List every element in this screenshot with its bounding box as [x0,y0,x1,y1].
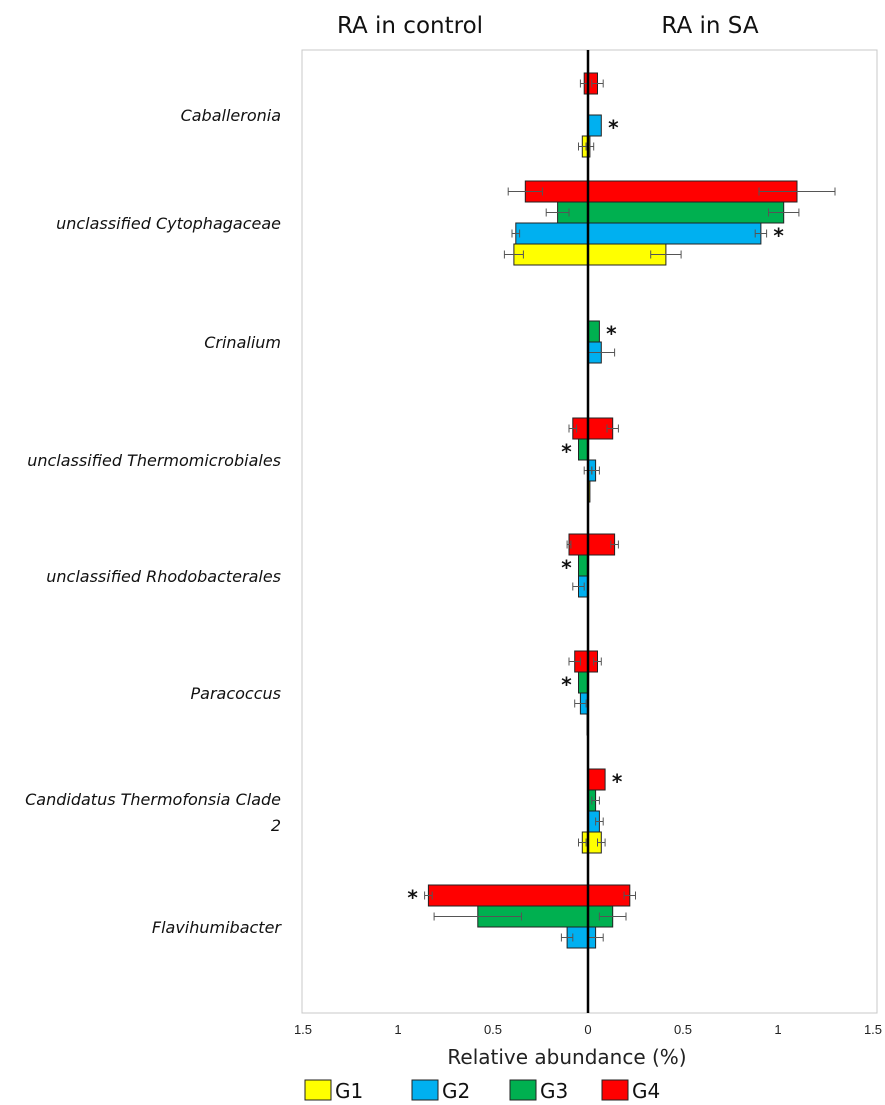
bar-g3-1 [557,201,785,224]
legend-label: G3 [540,1079,568,1103]
x-tick-label: 1.5 [864,1022,882,1037]
legend-item-g2: G2 [411,1079,470,1103]
error-bar-g2-3-right [591,466,600,475]
legend-swatch [601,1079,629,1101]
legend-swatch [509,1079,537,1101]
error-bar-g1-1-right [650,250,682,259]
legend: G1 G2 G3 G4 [304,1079,660,1103]
error-bar-g4-7-left [424,891,433,900]
category-label: unclassified Thermomicrobiales [27,451,281,470]
error-bar-g4-1-right [758,187,836,196]
bar-g4-1 [524,180,798,203]
significance-star: * [561,440,572,464]
x-tick-label: 0.5 [674,1022,692,1037]
category-label: Caballeronia [181,106,281,125]
bar-g3-2 [587,320,600,343]
legend-label: G2 [442,1079,470,1103]
legend-item-g1: G1 [304,1079,363,1103]
category-label: unclassified Rhodobacterales [46,567,281,586]
bar-g2-0 [587,114,602,137]
bar-g4-7 [427,884,631,907]
error-bar-g4-1-left [507,187,543,196]
legend-swatch [411,1079,439,1101]
error-bar-g2-1-left [511,229,521,238]
error-bar-g4-7-right [623,891,636,900]
significance-layer: * * * * * * * * [407,116,784,910]
x-axis-title: Relative abundance (%) [447,1045,686,1069]
x-tick-label: 1 [394,1022,401,1037]
significance-star: * [608,116,619,140]
plot-frame [301,49,878,1014]
legend-item-g3: G3 [509,1079,568,1103]
error-bar-g3-7-left [433,912,522,921]
left-side-label: RA in control [337,13,483,39]
error-bar-g2-4-left [572,582,585,591]
error-bar-g3-6-right [591,796,600,805]
category-label: Crinalium [204,333,281,352]
significance-star: * [612,770,623,794]
bar-g4-4 [568,533,616,556]
error-bar-g4-0-right [591,79,604,88]
significance-star: * [561,556,572,580]
x-tick-label: 0.5 [484,1022,502,1037]
bar-g3-3 [578,438,589,461]
right-side-label: RA in SA [661,13,758,39]
legend-swatch [304,1079,332,1101]
x-axis-ticks: 1.5 1 0.5 0 0.5 1 1.5 [294,1022,882,1037]
error-bar-g2-5-left [574,699,587,708]
legend-label: G1 [335,1079,363,1103]
error-bar-g4-5-right [593,657,602,666]
category-label: unclassified Cytophagaceae [56,214,281,233]
error-bar-g4-3-right [606,424,619,433]
category-label: Flavihumibacter [152,918,283,937]
bar-g3-4 [578,554,589,577]
error-bar-g4-5-left [568,657,581,666]
bar-g3-5 [578,671,589,694]
legend-item-g4: G4 [601,1079,660,1103]
error-bar-g4-4-left [566,540,572,549]
significance-star: * [407,886,418,910]
category-labels: Caballeronia unclassified Cytophagaceae Cr… [25,106,282,937]
error-bar-g2-1-right [754,229,768,238]
bar-g1-1 [513,243,667,266]
error-bar-g3-7-right [598,912,627,921]
legend-label: G4 [632,1079,660,1103]
error-bar-g1-6-left [578,838,587,847]
category-label: Paracoccus [191,684,282,703]
x-tick-label: 1.5 [294,1022,312,1037]
error-bar-g3-1-left [545,208,570,217]
error-bar-g1-1-left [503,250,524,259]
x-tick-label: 1 [774,1022,781,1037]
category-label: Candidatus Thermofonsia Clade [25,790,281,809]
error-bar-g3-1-right [768,208,800,217]
significance-star: * [561,673,572,697]
bars-layer [427,72,798,949]
category-label: 2 [271,816,281,835]
bar-g2-1 [515,222,762,245]
error-bar-g4-3-left [568,424,578,433]
error-bar-g2-6-right [595,817,604,826]
error-bar-g1-6-right [597,838,606,847]
significance-star: * [773,224,784,248]
significance-star: * [606,322,617,346]
error-bar-g2-7-left [560,933,574,942]
x-tick-label: 0 [584,1022,591,1037]
error-bar-g4-4-right [610,540,619,549]
bar-g4-6 [587,768,606,791]
